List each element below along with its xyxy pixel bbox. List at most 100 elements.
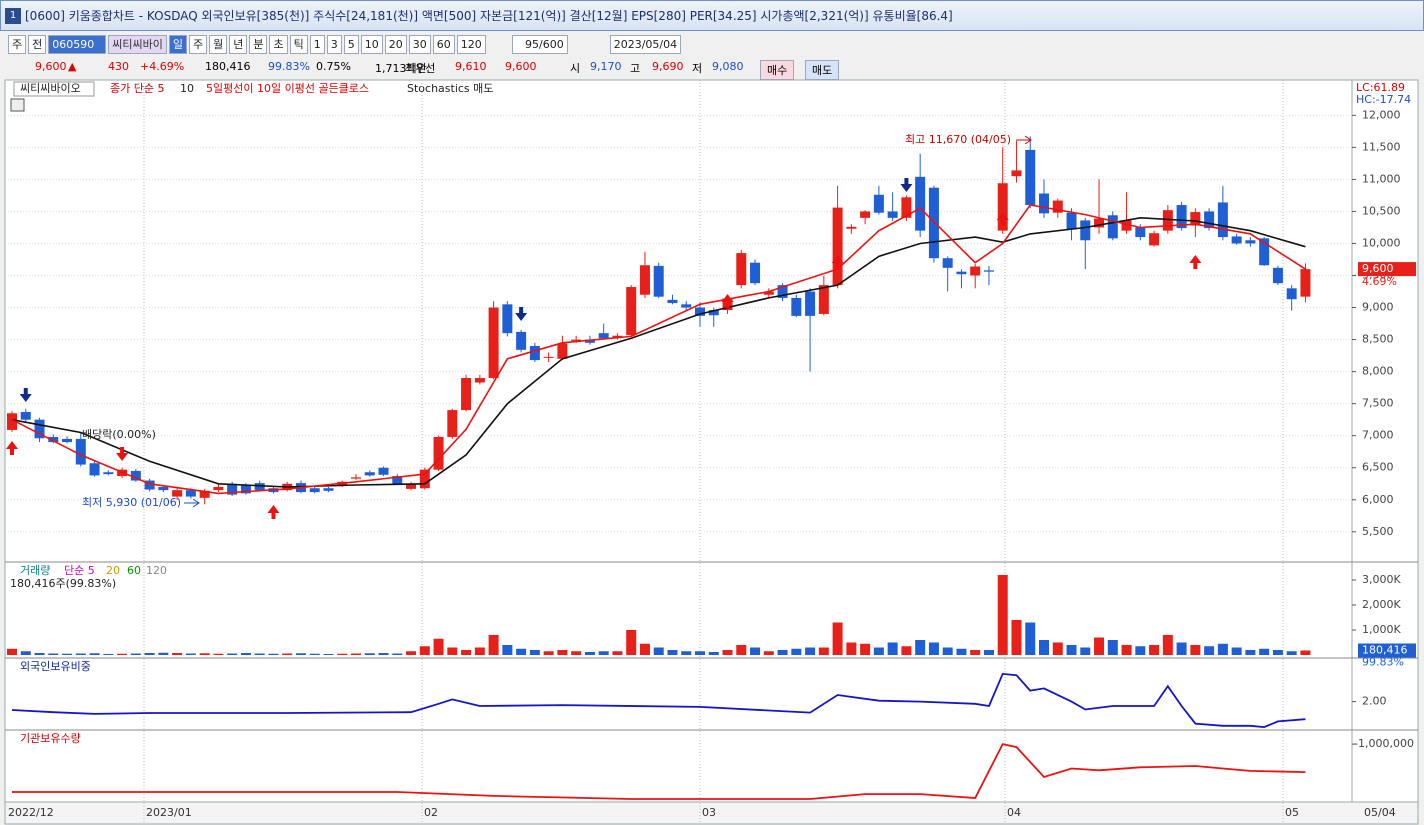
- window-title: [0600] 키움종합차트 - KOSDAQ 외국인보유[385(천)] 주식수…: [25, 9, 953, 23]
- volume-bar: [158, 652, 169, 655]
- candle-body: [805, 291, 816, 316]
- y-tick-label: 3,000K: [1362, 573, 1401, 586]
- toolbar-button[interactable]: 초: [269, 34, 288, 54]
- toolbar-button[interactable]: 일: [168, 34, 187, 54]
- toolbar-button[interactable]: 2023/05/04: [609, 34, 682, 54]
- volume-bar: [48, 653, 59, 655]
- y-tick-label: 5,500: [1362, 525, 1394, 538]
- toolbar-button[interactable]: 30: [408, 34, 431, 54]
- volume-bar: [763, 651, 774, 655]
- legend-text: 5일평선이 10일 이평선 골든클로스: [206, 81, 369, 95]
- toolbar-button[interactable]: 전: [28, 34, 47, 54]
- toolbar-button[interactable]: 5: [343, 34, 359, 54]
- volume-bar: [1039, 640, 1049, 655]
- volume-bar: [1094, 637, 1105, 655]
- info-item: 1,713백만: [375, 62, 427, 75]
- candle-body: [1066, 212, 1077, 230]
- toolbar-button[interactable]: 20: [384, 34, 407, 54]
- volume-tag: [1358, 643, 1416, 658]
- toolbar-button[interactable]: 분: [249, 34, 268, 54]
- volume-bar: [282, 653, 293, 655]
- candle-body: [1231, 236, 1242, 244]
- volume-bar: [557, 650, 568, 655]
- panel-label: 외국인보유비중: [20, 660, 91, 673]
- volume-bar: [516, 648, 527, 655]
- y-tick-label: 11,500: [1362, 140, 1401, 153]
- info-item: 고: [630, 62, 641, 75]
- toolbar-button[interactable]: 120: [456, 34, 486, 54]
- toolbar-button[interactable]: 월: [209, 34, 228, 54]
- candle-body: [818, 285, 829, 314]
- candle-body: [103, 472, 114, 475]
- candle-body: [364, 472, 375, 476]
- volume-bar: [860, 643, 871, 655]
- date-label: 03: [702, 806, 716, 819]
- candle-body: [873, 194, 884, 213]
- signal-arrow: [721, 294, 734, 308]
- volume-bar: [351, 653, 361, 655]
- candle-body: [970, 266, 981, 276]
- volume-bar: [172, 653, 183, 655]
- y-tick-label: 6,500: [1362, 461, 1394, 474]
- volume-bar: [1286, 651, 1297, 655]
- volume-bar: [447, 647, 458, 655]
- volume-bar: [1204, 646, 1215, 655]
- y-tick-label: 6,000: [1362, 493, 1394, 506]
- candle-body: [1052, 200, 1063, 213]
- window-icon: 1: [5, 7, 21, 24]
- toolbar-button[interactable]: 3: [326, 34, 342, 54]
- volume-bar: [818, 647, 829, 655]
- volume-caption: 180,416주(99.83%): [10, 577, 116, 590]
- plot-background: [4, 79, 1353, 803]
- candle-body: [598, 333, 609, 339]
- toolbar-button[interactable]: 년: [229, 34, 248, 54]
- toolbar-button[interactable]: 1: [309, 34, 325, 54]
- volume-bar: [846, 642, 857, 655]
- volume-bar: [942, 647, 953, 655]
- candle-body: [557, 343, 568, 359]
- date-label: 02: [424, 806, 438, 819]
- volume-bar: [144, 653, 155, 655]
- toolbar-button[interactable]: 주: [188, 34, 208, 54]
- volume-bar: [474, 647, 485, 655]
- y-tick-label: 10,500: [1362, 204, 1401, 217]
- volume-bar: [997, 575, 1008, 655]
- volume-bar: [1300, 650, 1311, 655]
- info-item[interactable]: 매도: [805, 60, 840, 80]
- volume-bar: [502, 645, 513, 655]
- foreign-line: [11, 672, 1306, 729]
- volume-bar: [1217, 643, 1228, 655]
- panel-label: 기관보유수량: [20, 732, 81, 745]
- signal-arrow: [6, 441, 18, 455]
- volume-bar: [213, 653, 224, 655]
- candle-body: [1149, 233, 1160, 246]
- volume-bar: [433, 638, 444, 655]
- candle-body: [378, 467, 389, 475]
- volume-bar: [887, 642, 898, 655]
- toolbar-button[interactable]: 틱: [289, 34, 308, 54]
- toolbar-button[interactable]: 주: [8, 34, 27, 54]
- candle-body: [254, 483, 265, 491]
- date-label: 05/04: [1364, 806, 1396, 819]
- candle-body: [130, 470, 141, 481]
- toolbar-button[interactable]: 씨티씨바이: [108, 34, 167, 54]
- candle-body: [1107, 215, 1118, 239]
- info-item: 9,080: [712, 60, 744, 73]
- volume-bar: [901, 646, 912, 655]
- toolbar-button[interactable]: 060590: [48, 34, 107, 54]
- high-arrow: [1016, 135, 1032, 145]
- toolbar-button[interactable]: 10: [360, 34, 383, 54]
- signal-arrow: [515, 307, 528, 321]
- volume-bar: [1149, 645, 1160, 655]
- volume-legend: 60: [127, 564, 141, 577]
- info-item: 99.83%: [268, 60, 310, 73]
- y-tick-label: 1,000K: [1362, 623, 1401, 636]
- candle-body: [997, 183, 1008, 231]
- toolbar-button[interactable]: 60: [432, 34, 455, 54]
- volume-bar: [227, 653, 238, 655]
- toolbar-button[interactable]: 95/600: [511, 34, 568, 54]
- info-item: 9,170: [590, 60, 622, 73]
- volume-bar: [378, 653, 389, 655]
- info-item[interactable]: 매수: [760, 60, 795, 80]
- volume-bar: [791, 648, 802, 655]
